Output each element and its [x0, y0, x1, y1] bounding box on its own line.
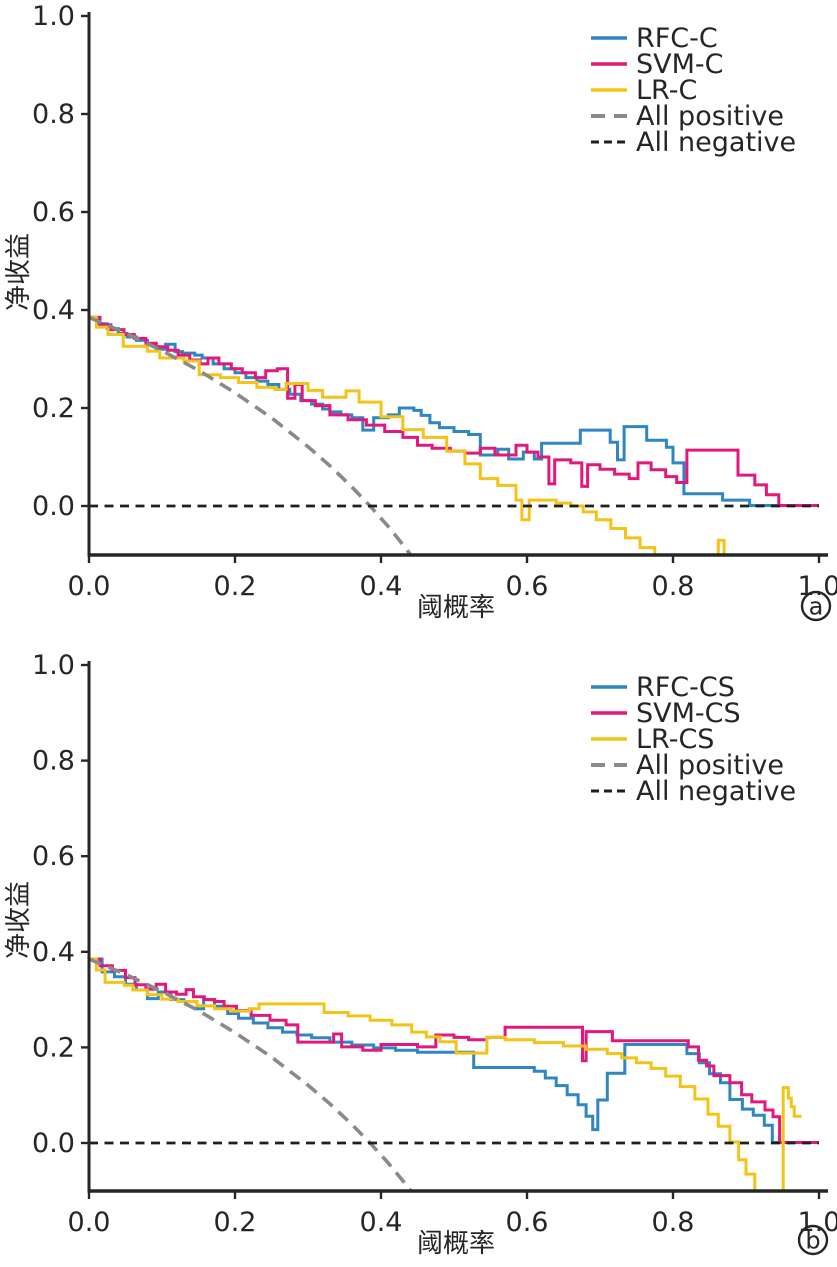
curves-group: [88, 957, 819, 1191]
curves-group: [88, 315, 819, 555]
x-tick-label: 0.8: [652, 1207, 695, 1238]
panel-letter: b: [805, 1227, 820, 1255]
legend-label: LR-CS: [636, 724, 714, 755]
x-tick-label: 0.0: [68, 1207, 111, 1238]
y-tick-label: 0.2: [32, 393, 75, 424]
y-tick-label: 0.6: [32, 841, 75, 872]
series-line-svm-c: [89, 315, 819, 507]
legend-label: All positive: [636, 750, 784, 781]
x-tick-label: 0.2: [214, 571, 257, 602]
series-line-all-positive: [88, 315, 414, 555]
legend-label: SVM-C: [636, 49, 724, 80]
x-tick-label: 0.4: [360, 571, 403, 602]
y-tick-label: 0.4: [32, 937, 75, 968]
y-tick-label: 0.2: [32, 1032, 75, 1063]
y-axis-title: 净收益: [4, 881, 34, 959]
panel-letter: a: [809, 593, 824, 621]
x-tick-label: 0.8: [652, 571, 695, 602]
x-tick-label: 0.4: [360, 1207, 403, 1238]
legend-label: All negative: [636, 127, 796, 158]
y-tick-label: 0.8: [32, 746, 75, 777]
x-tick-label: 0.6: [506, 571, 549, 602]
panel-b-chart: 0.0 0.2 0.4 0.6 0.8 1.0 0.0 0.2 0.4 0.6 0.8 1.0 阈概率 净…: [4, 650, 837, 1259]
series-line-svm-cs: [89, 957, 819, 1144]
x-axis-title: 阈概率: [417, 1229, 495, 1259]
series-line-all-positive: [88, 957, 414, 1191]
legend-label: All negative: [636, 776, 796, 807]
x-axis-title: 阈概率: [417, 593, 495, 623]
panel-letter-circle: [800, 590, 832, 622]
legend-label: All positive: [636, 101, 784, 132]
panel-a-chart: 0.0 0.2 0.4 0.6 0.8 1.00.00.20.40.60.81.0阈概率净…: [4, 1, 837, 623]
x-tick-label: 0.0: [68, 571, 111, 602]
panel-letter-circle: [797, 1224, 829, 1256]
legend-label: RFC-C: [636, 23, 718, 54]
x-tick-label: 0.2: [214, 1207, 257, 1238]
y-tick-label: 0.0: [32, 491, 75, 522]
legend-label: LR-C: [636, 75, 697, 106]
y-tick-label: 0.6: [32, 197, 75, 228]
y-tick-label: 0.0: [32, 1128, 75, 1159]
series-line-lr-c: [89, 315, 726, 555]
x-tick-label: 0.6: [506, 1207, 549, 1238]
y-tick-label: 1.0: [32, 650, 75, 681]
y-tick-label: 1.0: [32, 1, 75, 32]
legend-label: RFC-CS: [636, 672, 735, 703]
x-tick-label: 1.0: [798, 1207, 837, 1238]
y-tick-label: 0.4: [32, 295, 75, 326]
y-axis-title: 净收益: [4, 233, 34, 311]
series-line-rfc-c: [89, 315, 819, 507]
y-tick-label: 0.8: [32, 99, 75, 130]
legend-label: SVM-CS: [636, 698, 741, 729]
series-line-lr-cs: [89, 957, 802, 1191]
